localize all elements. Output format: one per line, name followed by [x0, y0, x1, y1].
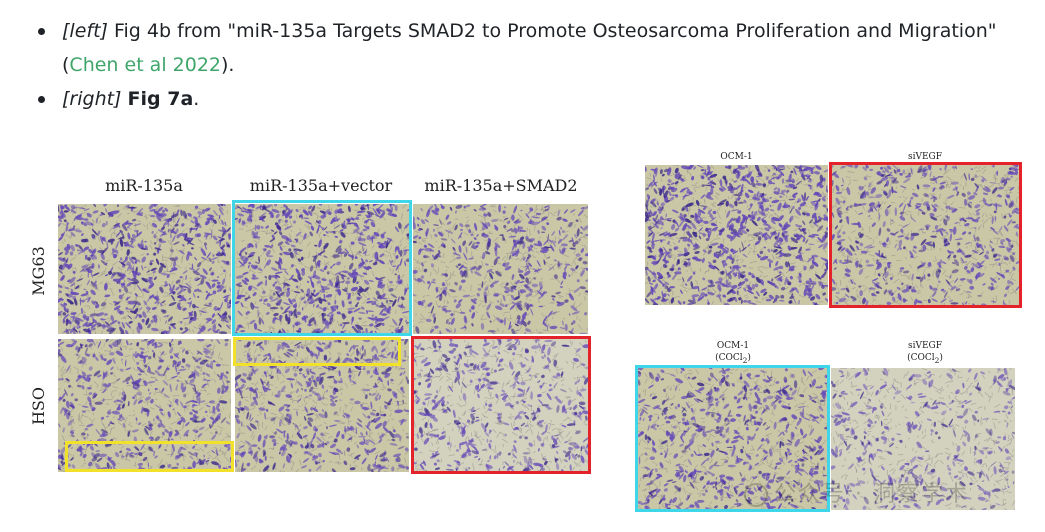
- label-sivegf: siVEGF: [907, 152, 942, 162]
- watermark-text: 公众号 · 洞察学术: [774, 482, 969, 507]
- micrograph-hso-vector: [235, 339, 409, 472]
- paren-close: ).: [221, 54, 235, 76]
- row-label-hso: HSO: [29, 386, 48, 426]
- watermark: 公众号 · 洞察学术: [744, 476, 969, 508]
- label-ocm1-cocl2-line1: OCM-1: [716, 341, 750, 351]
- micrograph-ocm1-cocl2: [638, 368, 828, 510]
- label-ocm1-cocl2: OCM-1 (COCl2): [637, 340, 829, 367]
- subscript: 2: [742, 355, 748, 365]
- bullet-right-end: .: [193, 88, 200, 110]
- subscript: 2: [934, 355, 940, 365]
- micrograph-sivegf: [831, 165, 1019, 305]
- micrograph-sivegf-cocl2: [831, 368, 1015, 510]
- bullet-dot: [38, 96, 45, 103]
- label-sivegf-cocl2-line1: siVEGF: [907, 341, 942, 351]
- citation-link[interactable]: Chen et al 2022: [69, 54, 221, 76]
- figure-ref: Fig 7a: [127, 88, 194, 110]
- label-ocm1: OCM-1: [720, 152, 753, 162]
- label-sivegf-cocl2: siVEGF (COCl2): [831, 340, 1019, 367]
- label-ocm1-cocl2-end: ): [747, 353, 751, 363]
- bullet-left-tag: [left]: [62, 20, 108, 42]
- bullet-dot: [38, 28, 45, 35]
- bullet-right-tag: [right]: [62, 88, 122, 110]
- label-ocm1-cocl2-line2: (COCl: [715, 353, 743, 363]
- paren-open: (: [62, 54, 70, 76]
- column-label-vector: miR-135a+vector: [249, 176, 393, 195]
- micrograph-mg63-mir135a: [58, 204, 231, 334]
- micrograph-mg63-smad2: [413, 204, 588, 334]
- micrograph-ocm1: [645, 165, 828, 305]
- row-label-mg63: MG63: [29, 246, 48, 296]
- column-label-smad2: miR-135a+SMAD2: [424, 176, 578, 195]
- bullet-left-text: Fig 4b from "miR-135a Targets SMAD2 to P…: [107, 20, 997, 42]
- bullet-right: [right] Fig 7a.: [38, 82, 1028, 116]
- bullet-list: [left] Fig 4b from "miR-135a Targets SMA…: [38, 14, 1028, 116]
- column-label-mir135a: miR-135a: [105, 176, 183, 195]
- micrograph-hso-mir135a: [58, 339, 231, 472]
- wechat-icon: [744, 483, 768, 507]
- label-sivegf-cocl2-end: ): [939, 353, 943, 363]
- label-sivegf-cocl2-line2: (COCl: [907, 353, 935, 363]
- micrograph-mg63-vector: [235, 204, 409, 334]
- bullet-left: [left] Fig 4b from "miR-135a Targets SMA…: [38, 14, 1028, 82]
- micrograph-hso-smad2: [413, 339, 588, 472]
